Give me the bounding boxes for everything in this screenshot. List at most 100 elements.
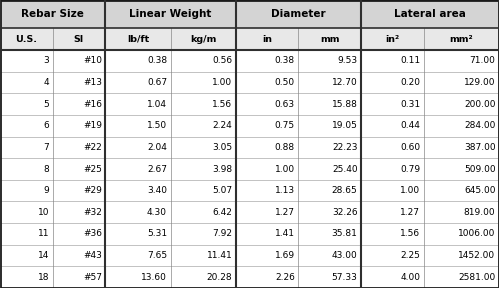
Text: #32: #32 (83, 208, 102, 217)
Text: 13.60: 13.60 (141, 273, 167, 282)
Text: 819.00: 819.00 (464, 208, 496, 217)
Text: 0.67: 0.67 (147, 78, 167, 87)
Text: #19: #19 (83, 121, 102, 130)
Text: 3.05: 3.05 (212, 143, 232, 152)
Text: in²: in² (385, 35, 400, 43)
Text: in: in (262, 35, 272, 43)
Text: 12.70: 12.70 (332, 78, 358, 87)
Text: 0.75: 0.75 (275, 121, 295, 130)
Bar (236, 0, 361, 28)
Text: 387.00: 387.00 (464, 143, 496, 152)
Text: Rebar Size: Rebar Size (21, 9, 84, 19)
Text: 7.92: 7.92 (212, 230, 232, 238)
Text: 509.00: 509.00 (464, 164, 496, 173)
Text: 1.13: 1.13 (275, 186, 295, 195)
Text: 1.27: 1.27 (400, 208, 420, 217)
Text: 32.26: 32.26 (332, 208, 358, 217)
Text: 14: 14 (38, 251, 49, 260)
Text: 1.04: 1.04 (147, 100, 167, 109)
Text: 1.00: 1.00 (400, 186, 420, 195)
Text: 1.56: 1.56 (400, 230, 420, 238)
Text: 11: 11 (37, 230, 49, 238)
Text: 15.88: 15.88 (332, 100, 358, 109)
Text: 1006.00: 1006.00 (458, 230, 496, 238)
Text: 7.65: 7.65 (147, 251, 167, 260)
Text: #13: #13 (83, 78, 102, 87)
Text: 10: 10 (37, 208, 49, 217)
Bar (0, 180, 499, 201)
Text: 6: 6 (43, 121, 49, 130)
Text: 0.79: 0.79 (400, 164, 420, 173)
Text: #10: #10 (83, 56, 102, 65)
Text: 5.31: 5.31 (147, 230, 167, 238)
Text: 0.60: 0.60 (400, 143, 420, 152)
Text: 2.67: 2.67 (147, 164, 167, 173)
Text: 18: 18 (37, 273, 49, 282)
Bar (0, 93, 499, 115)
Text: 0.50: 0.50 (275, 78, 295, 87)
Bar (0, 50, 499, 72)
Text: U.S.: U.S. (15, 35, 37, 43)
Text: 0.88: 0.88 (275, 143, 295, 152)
Text: 0.44: 0.44 (400, 121, 420, 130)
Text: 11.41: 11.41 (207, 251, 232, 260)
Text: mm²: mm² (450, 35, 473, 43)
Text: 9.53: 9.53 (337, 56, 358, 65)
Text: 4: 4 (43, 78, 49, 87)
Text: #43: #43 (83, 251, 102, 260)
Text: mm: mm (320, 35, 339, 43)
Bar (105, 0, 236, 28)
Bar (53, 28, 105, 50)
Bar (0, 72, 499, 93)
Text: 22.23: 22.23 (332, 143, 358, 152)
Text: 1.56: 1.56 (212, 100, 232, 109)
Bar (236, 28, 298, 50)
Text: 71.00: 71.00 (470, 56, 496, 65)
Bar (361, 28, 424, 50)
Text: #25: #25 (83, 164, 102, 173)
Text: #29: #29 (83, 186, 102, 195)
Text: 19.05: 19.05 (332, 121, 358, 130)
Text: 2.25: 2.25 (400, 251, 420, 260)
Text: 1.69: 1.69 (275, 251, 295, 260)
Text: kg/m: kg/m (190, 35, 216, 43)
Text: SI: SI (74, 35, 84, 43)
Text: 1452.00: 1452.00 (459, 251, 496, 260)
Bar (0, 223, 499, 245)
Text: 0.63: 0.63 (275, 100, 295, 109)
Text: 2.04: 2.04 (147, 143, 167, 152)
Bar (0, 201, 499, 223)
Text: 5: 5 (43, 100, 49, 109)
Text: 200.00: 200.00 (464, 100, 496, 109)
Text: Lateral area: Lateral area (394, 9, 466, 19)
Bar (0, 245, 499, 266)
Text: 2.24: 2.24 (213, 121, 232, 130)
Bar (171, 28, 236, 50)
Text: 645.00: 645.00 (464, 186, 496, 195)
Bar (0, 137, 499, 158)
Text: 3.98: 3.98 (212, 164, 232, 173)
Text: 20.28: 20.28 (207, 273, 232, 282)
Text: 1.00: 1.00 (212, 78, 232, 87)
Text: 3.40: 3.40 (147, 186, 167, 195)
Text: 4.00: 4.00 (400, 273, 420, 282)
Bar (0, 0, 105, 28)
Text: 0.56: 0.56 (212, 56, 232, 65)
Text: 129.00: 129.00 (464, 78, 496, 87)
Text: Linear Weight: Linear Weight (129, 9, 212, 19)
Text: lb/ft: lb/ft (127, 35, 149, 43)
Bar (424, 28, 499, 50)
Text: 1.00: 1.00 (275, 164, 295, 173)
Bar (0, 115, 499, 137)
Text: 7: 7 (43, 143, 49, 152)
Text: 1.41: 1.41 (275, 230, 295, 238)
Text: 0.38: 0.38 (275, 56, 295, 65)
Text: 3: 3 (43, 56, 49, 65)
Text: 2.26: 2.26 (275, 273, 295, 282)
Text: 35.81: 35.81 (332, 230, 358, 238)
Text: 0.38: 0.38 (147, 56, 167, 65)
Text: #16: #16 (83, 100, 102, 109)
Text: #22: #22 (83, 143, 102, 152)
Text: 0.31: 0.31 (400, 100, 420, 109)
Bar (298, 28, 361, 50)
